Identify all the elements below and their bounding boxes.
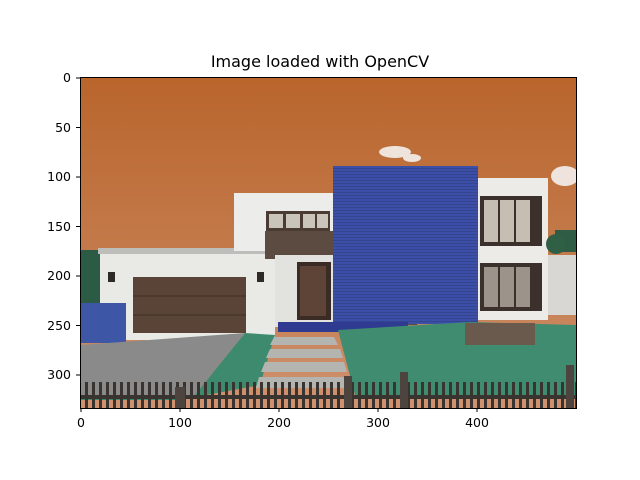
figure-title: Image loaded with OpenCV	[210, 52, 430, 71]
x-tick-label: 400	[465, 415, 489, 430]
axes-frame	[80, 77, 577, 409]
x-tick-label: 300	[366, 415, 390, 430]
x-tick-label: 0	[77, 415, 85, 430]
photo-image	[80, 77, 576, 408]
x-tick-label: 200	[267, 415, 291, 430]
y-tick-label: 100	[47, 169, 71, 184]
y-tick-label: 0	[63, 70, 71, 85]
x-tick-label: 100	[168, 415, 192, 430]
y-tick-label: 300	[47, 367, 71, 382]
y-tick-label: 50	[55, 120, 71, 135]
y-tick-label: 150	[47, 219, 71, 234]
x-axis	[80, 408, 478, 412]
y-axis	[76, 77, 80, 376]
y-tick-label: 200	[47, 268, 71, 283]
y-tick-label: 250	[47, 318, 71, 333]
